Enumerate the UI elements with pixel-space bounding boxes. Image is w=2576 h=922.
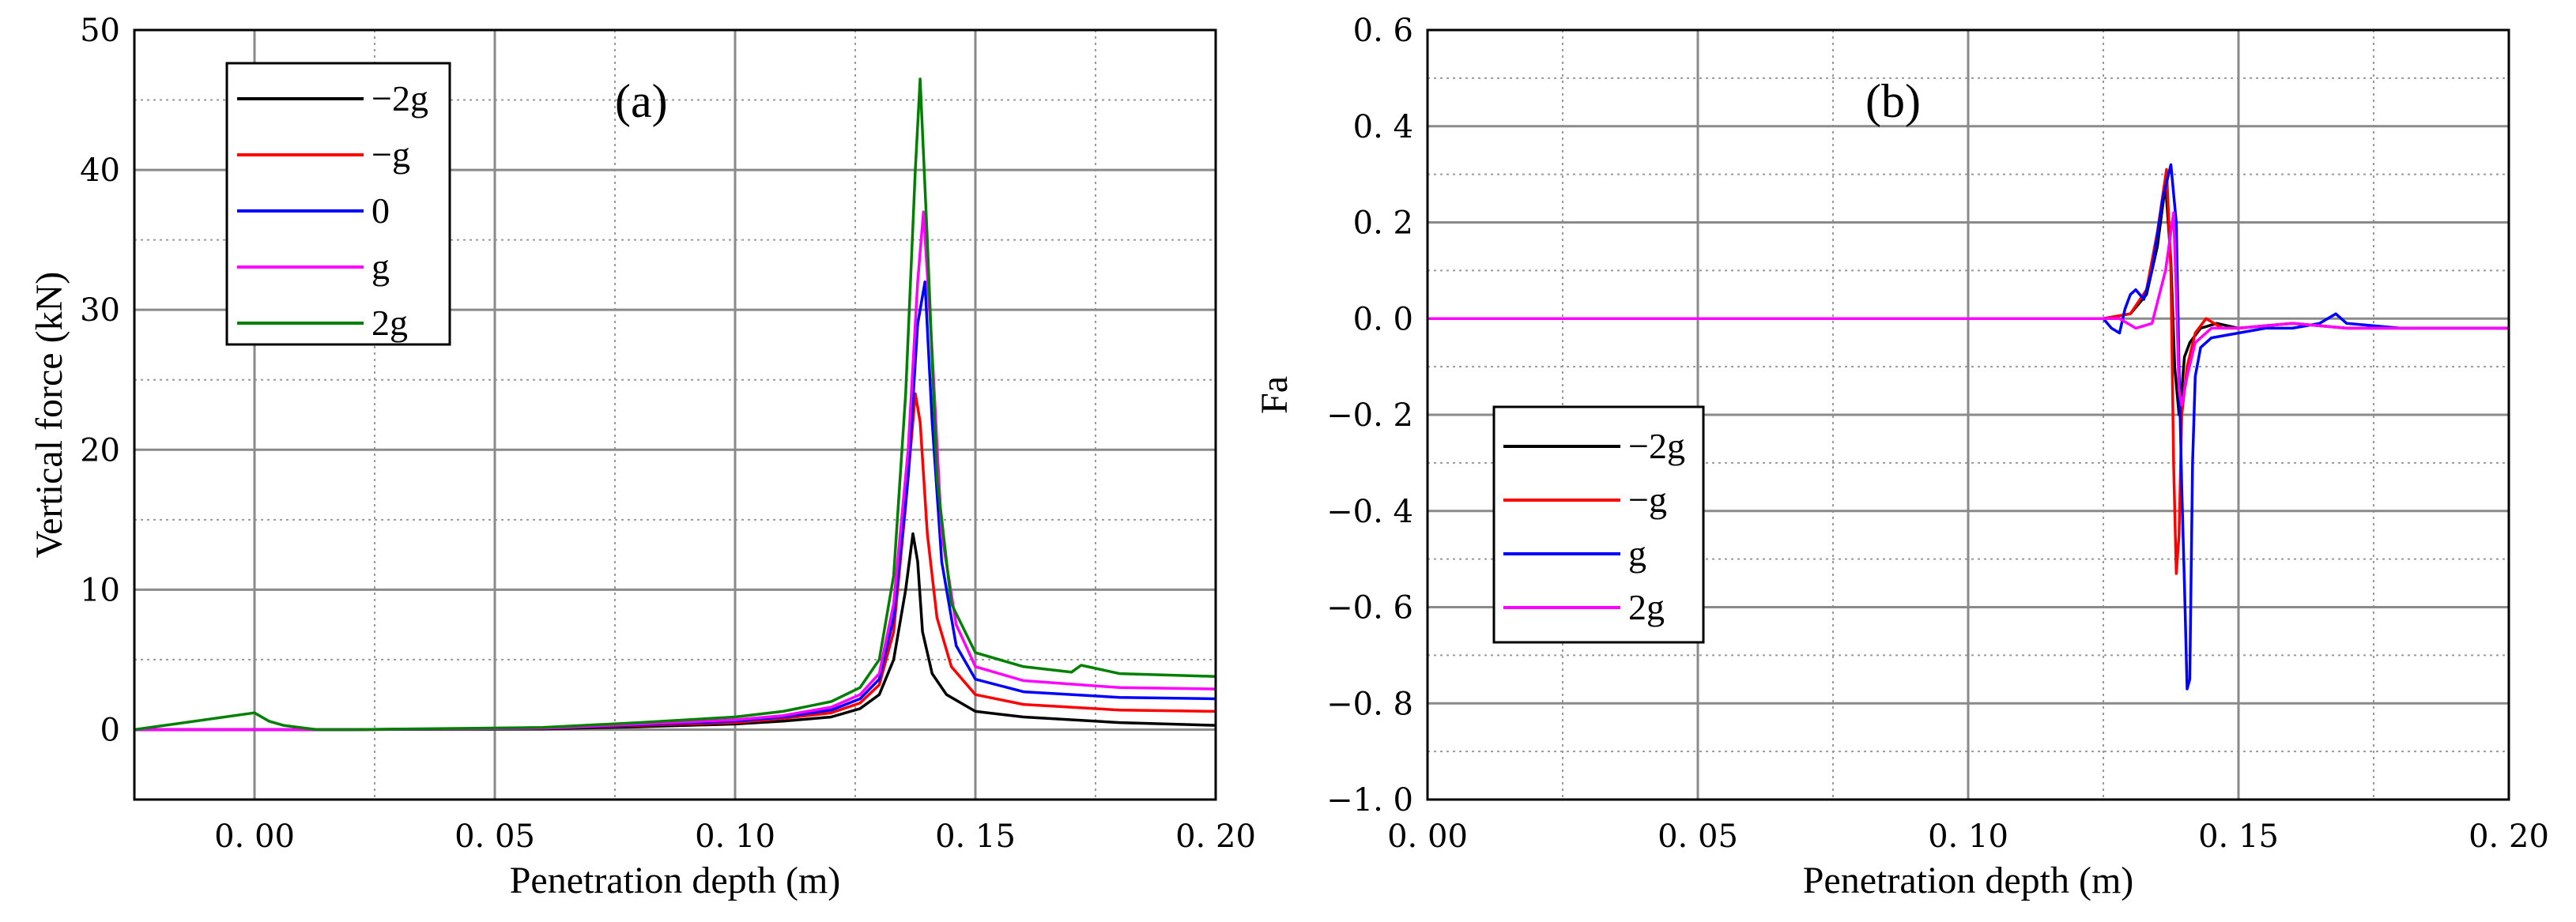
- panel-a-ytick-label: 50: [80, 13, 120, 49]
- panel-b-fa: 0. 00 0. 05 0. 10 0. 15 0. 20 −1. 0 −0. 8 −0. 6…: [1254, 13, 2549, 901]
- panel-b-ytick-label: 0. 2: [1353, 205, 1413, 242]
- panel-a-xlabel: Penetration depth (m): [510, 860, 841, 901]
- panel-a-ytick-label: 40: [80, 152, 120, 189]
- panel-a-xtick-label: 0. 00: [214, 819, 295, 855]
- panel-b-frame: [1426, 28, 2510, 801]
- panel-b-legend-label: −2g: [1628, 426, 1685, 466]
- panel-b-series-line-3: [1428, 211, 2509, 407]
- panel-b-ticks: 0. 00 0. 05 0. 10 0. 15 0. 20 −1. 0 −0. 8 −0. 6…: [1326, 13, 2549, 855]
- panel-b-legend: −2g −g g 2g: [1492, 405, 1705, 644]
- panel-b-xtick-label: 0. 10: [1928, 819, 2008, 855]
- panel-b-ytick-label: 0. 6: [1353, 13, 1413, 49]
- panel-a-legend: −2g −g 0 g 2g: [225, 62, 451, 346]
- panel-b-ylabel: Fa: [1254, 376, 1296, 414]
- panel-b-xtick-label: 0. 15: [2198, 819, 2279, 855]
- panel-b-ytick-label: −1. 0: [1326, 782, 1413, 819]
- panel-a-vertical-force: 0. 00 0. 05 0. 10 0. 15 0. 20 0 10 20 30 40 50 (a)…: [28, 13, 1256, 901]
- panel-b-ytick-label: 0. 0: [1353, 301, 1413, 337]
- panel-b-series-line-2: [1428, 163, 2509, 691]
- panel-a-ticks: 0. 00 0. 05 0. 10 0. 15 0. 20 0 10 20 30 40 50: [80, 13, 1256, 855]
- panel-b-xtick-label: 0. 20: [2469, 819, 2549, 855]
- panel-b-ytick-label: 0. 4: [1353, 109, 1413, 145]
- panel-a-legend-label: g: [372, 246, 390, 287]
- panel-b-ytick-label: −0. 8: [1326, 686, 1413, 722]
- panel-a-xtick-label: 0. 20: [1175, 819, 1256, 855]
- panel-b-legend-label: g: [1628, 533, 1646, 574]
- panel-b-xtick-label: 0. 05: [1658, 819, 1738, 855]
- panel-a-ytick-label: 20: [80, 432, 120, 469]
- panel-a-legend-label: −2g: [372, 78, 428, 119]
- panel-a-label: (a): [615, 75, 668, 127]
- panel-b-xtick-label: 0. 00: [1387, 819, 1468, 855]
- panel-a-legend-label: −g: [372, 134, 410, 175]
- panel-a-legend-label: 0: [372, 190, 390, 231]
- panel-a-xtick-label: 0. 10: [695, 819, 775, 855]
- panel-a-xtick-label: 0. 05: [454, 819, 535, 855]
- panel-b-ytick-label: −0. 4: [1326, 494, 1413, 530]
- panel-a-legend-box: [225, 62, 451, 346]
- panel-a-ylabel: Vertical force (kN): [28, 272, 70, 558]
- panel-a-ytick-label: 30: [80, 292, 120, 329]
- panel-a-series-lines: [134, 77, 1216, 732]
- panel-b-ytick-label: −0. 6: [1326, 590, 1413, 627]
- panel-a-legend-label: 2g: [372, 303, 408, 343]
- panel-a-ytick-label: 0: [100, 712, 120, 748]
- panel-a-xtick-label: 0. 15: [935, 819, 1016, 855]
- panel-a-frame: [133, 28, 1217, 801]
- panel-b-legend-label: −g: [1628, 480, 1667, 520]
- panel-a-ytick-label: 10: [80, 572, 120, 608]
- panel-b-xlabel: Penetration depth (m): [1803, 860, 2134, 901]
- panel-b-legend-label: 2g: [1628, 587, 1665, 627]
- panel-a-series-line-4: [134, 77, 1216, 732]
- panel-b-ytick-label: −0. 2: [1326, 397, 1413, 434]
- panel-b-label: (b): [1865, 75, 1921, 127]
- panel-b-series-lines: [1428, 163, 2509, 691]
